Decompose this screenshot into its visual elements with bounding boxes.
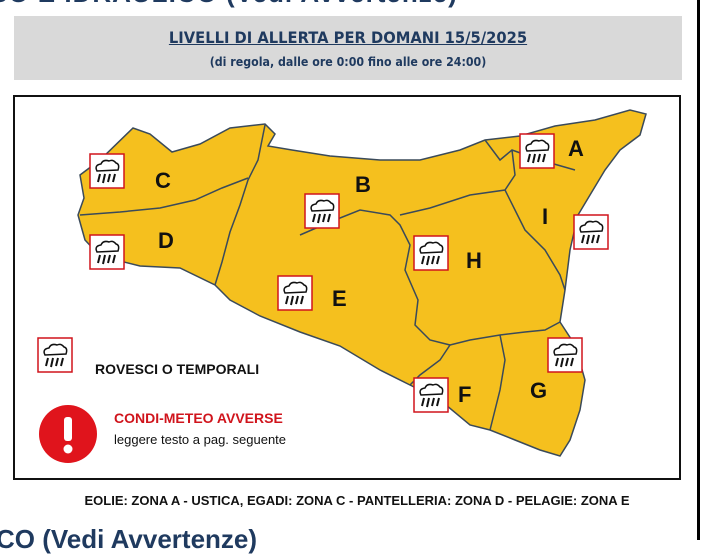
page-edge: [697, 0, 700, 540]
legend-storm-label: ROVESCI O TEMPORALI: [95, 361, 260, 377]
zone-label-b: B: [355, 172, 371, 197]
alert-subtitle: (di regola, dalle ore 0:00 fino alle ore…: [209, 55, 487, 69]
legend-warning-label: CONDI-METEO AVVERSE: [114, 410, 283, 426]
alert-title: LIVELLI DI ALLERTA PER DOMANI 15/5/2025: [168, 28, 528, 47]
thunderstorm-icon: [89, 234, 125, 270]
thunderstorm-icon: [413, 235, 449, 271]
thunderstorm-icon: [277, 275, 313, 311]
thunderstorm-icon: [304, 193, 340, 229]
zone-label-c: C: [155, 168, 171, 193]
zone-boundaries: [79, 124, 576, 431]
sicily-map: [37, 109, 647, 457]
thunderstorm-icon: [37, 337, 73, 373]
thunderstorm-icon: [547, 337, 583, 373]
section-heading-top: SO E IDRAULICO (Vedi Avvertenze): [0, 0, 458, 9]
thunderstorm-icon: [519, 133, 555, 169]
thunderstorm-icon: [89, 153, 125, 189]
alert-header: LIVELLI DI ALLERTA PER DOMANI 15/5/2025 …: [14, 16, 682, 80]
zone-label-h: H: [466, 248, 482, 273]
zone-label-a: A: [568, 136, 584, 161]
zone-label-e: E: [332, 286, 347, 311]
sicily-island: [77, 109, 647, 457]
islands-footer: EOLIE: ZONA A - USTICA, EGADI: ZONA C - …: [84, 493, 630, 508]
zone-label-d: D: [158, 228, 174, 253]
thunderstorm-icon: [413, 377, 449, 413]
zone-label-f: F: [458, 382, 472, 407]
warning-icon: [39, 405, 97, 463]
map-frame: [13, 95, 681, 480]
zone-label-g: G: [530, 378, 548, 403]
thunderstorm-icon: [573, 214, 609, 250]
legend-warning-note: leggere testo a pag. seguente: [114, 432, 287, 447]
zone-label-i: I: [542, 204, 549, 229]
